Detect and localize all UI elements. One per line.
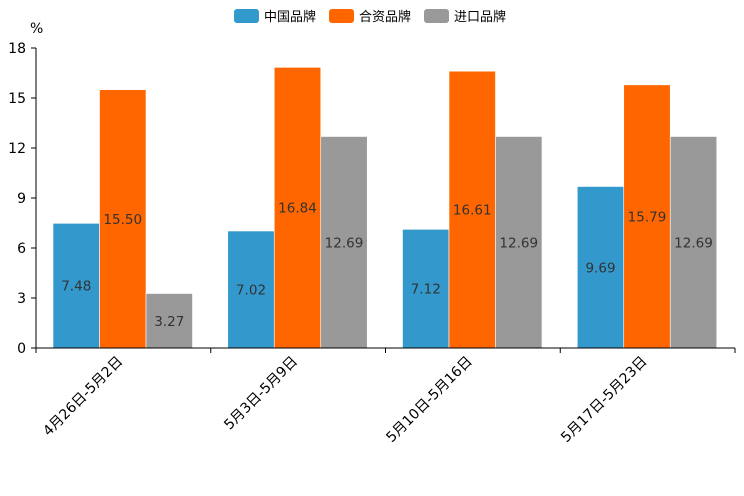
legend-label: 中国品牌 bbox=[264, 9, 316, 25]
bar-value-label: 9.69 bbox=[585, 260, 615, 276]
bar bbox=[320, 136, 368, 349]
y-axis-unit-label: % bbox=[30, 21, 43, 37]
legend-label: 进口品牌 bbox=[454, 9, 506, 25]
bar-value-label: 16.61 bbox=[453, 203, 492, 219]
legend-swatch bbox=[424, 9, 449, 23]
y-tick-label: 12 bbox=[8, 141, 26, 157]
y-tick-label: 9 bbox=[17, 191, 26, 207]
y-tick-label: 6 bbox=[17, 241, 26, 257]
bar-value-label: 7.12 bbox=[411, 282, 441, 298]
bar-value-label: 16.84 bbox=[278, 201, 317, 217]
legend-swatch bbox=[329, 9, 354, 23]
bar-value-label: 15.50 bbox=[103, 212, 142, 228]
bar bbox=[669, 136, 718, 349]
x-axis: 4月26日-5月2日 5月3日-5月9日 5月10日-5月16日 5月17日-5月23… bbox=[35, 347, 736, 446]
bar-value-label: 3.27 bbox=[154, 314, 184, 330]
x-tick-label: 5月3日-5月9日 bbox=[221, 354, 301, 434]
y-axis: 0 3 6 9 12 15 18 bbox=[8, 41, 37, 357]
bars: 7.48 15.50 3.27 7.02 16.84 12.69 7.12 16.61 12.6… bbox=[52, 67, 718, 349]
x-tick-label: 5月10日-5月16日 bbox=[383, 354, 475, 446]
legend: 中国品牌 合资品牌 进口品牌 bbox=[234, 9, 506, 25]
bar-value-label: 7.48 bbox=[61, 279, 91, 295]
bar bbox=[145, 293, 193, 349]
legend-swatch bbox=[234, 9, 259, 23]
y-tick-label: 0 bbox=[17, 341, 26, 357]
y-tick-label: 15 bbox=[8, 91, 26, 107]
bar-value-label: 12.69 bbox=[325, 235, 364, 251]
bar bbox=[623, 84, 671, 349]
bar-value-label: 7.02 bbox=[236, 283, 266, 299]
y-tick-label: 18 bbox=[8, 41, 26, 57]
x-tick-label: 5月17日-5月23日 bbox=[558, 354, 650, 446]
y-tick-label: 3 bbox=[17, 291, 26, 307]
bar bbox=[52, 223, 100, 349]
bar-value-label: 12.69 bbox=[499, 235, 538, 251]
bar-value-label: 12.69 bbox=[674, 235, 713, 251]
bar bbox=[402, 229, 450, 349]
legend-label: 合资品牌 bbox=[359, 9, 411, 25]
bar-value-label: 15.79 bbox=[628, 209, 667, 225]
bar bbox=[448, 70, 496, 349]
bar bbox=[99, 89, 147, 349]
x-tick-label: 4月26日-5月2日 bbox=[40, 354, 126, 440]
